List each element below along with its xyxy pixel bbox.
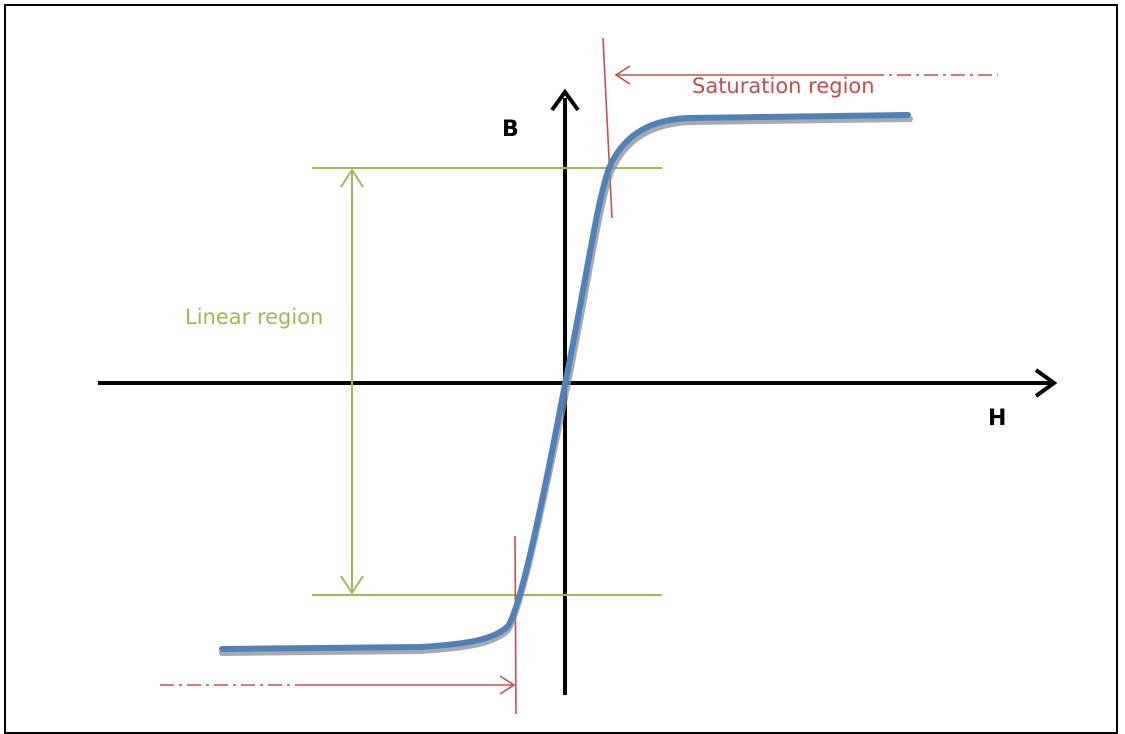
saturation-upper-arrowhead [614,65,631,85]
saturation-lower-marker [514,535,517,715]
saturation-lower-arrowhead [499,675,516,695]
bh-curve [219,112,911,652]
linear-arrowhead-bottom [340,575,364,595]
saturation-region-label: Saturation region [692,74,875,98]
b-axis-arrowhead [550,88,580,112]
diagram-frame [4,4,1118,734]
h-axis-label: H [988,406,1006,431]
b-axis-label: B [502,117,519,142]
linear-arrowhead-top [340,168,364,188]
linear-region-label: Linear region [185,305,323,329]
saturation-upper-marker [602,37,613,219]
h-axis-arrowhead [1034,368,1058,398]
